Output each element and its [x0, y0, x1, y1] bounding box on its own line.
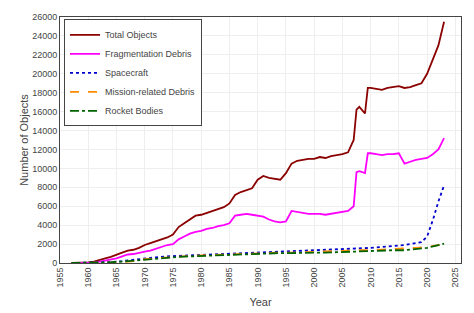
svg-text:1975: 1975 — [168, 268, 178, 288]
svg-text:22000: 22000 — [32, 50, 57, 60]
svg-text:Rocket Bodies: Rocket Bodies — [105, 106, 164, 116]
svg-text:2010: 2010 — [366, 268, 376, 288]
svg-text:1990: 1990 — [253, 268, 263, 288]
svg-text:2000: 2000 — [37, 239, 57, 249]
svg-text:1985: 1985 — [224, 268, 234, 288]
svg-text:2005: 2005 — [337, 268, 347, 288]
svg-text:0: 0 — [52, 258, 57, 268]
svg-text:18000: 18000 — [32, 88, 57, 98]
svg-text:4000: 4000 — [37, 220, 57, 230]
svg-text:1960: 1960 — [83, 268, 93, 288]
svg-text:1995: 1995 — [281, 268, 291, 288]
svg-text:2000: 2000 — [309, 268, 319, 288]
svg-text:Spacecraft: Spacecraft — [105, 68, 149, 78]
svg-text:8000: 8000 — [37, 182, 57, 192]
svg-text:16000: 16000 — [32, 107, 57, 117]
svg-text:6000: 6000 — [37, 201, 57, 211]
svg-text:26000: 26000 — [32, 12, 57, 22]
svg-text:20000: 20000 — [32, 69, 57, 79]
svg-text:Total Objects: Total Objects — [105, 30, 158, 40]
svg-text:1980: 1980 — [196, 268, 206, 288]
svg-text:24000: 24000 — [32, 31, 57, 41]
svg-text:2025: 2025 — [450, 268, 460, 288]
svg-text:Fragmentation Debris: Fragmentation Debris — [105, 49, 192, 59]
svg-text:12000: 12000 — [32, 145, 57, 155]
svg-text:Mission-related Debris: Mission-related Debris — [105, 87, 195, 97]
svg-text:Year: Year — [249, 296, 272, 308]
svg-text:1955: 1955 — [55, 268, 65, 288]
svg-text:1970: 1970 — [140, 268, 150, 288]
svg-text:14000: 14000 — [32, 126, 57, 136]
svg-text:2020: 2020 — [422, 268, 432, 288]
svg-text:10000: 10000 — [32, 164, 57, 174]
svg-text:1965: 1965 — [111, 268, 121, 288]
svg-text:Number of Objects: Number of Objects — [18, 94, 30, 186]
svg-text:2015: 2015 — [394, 268, 404, 288]
